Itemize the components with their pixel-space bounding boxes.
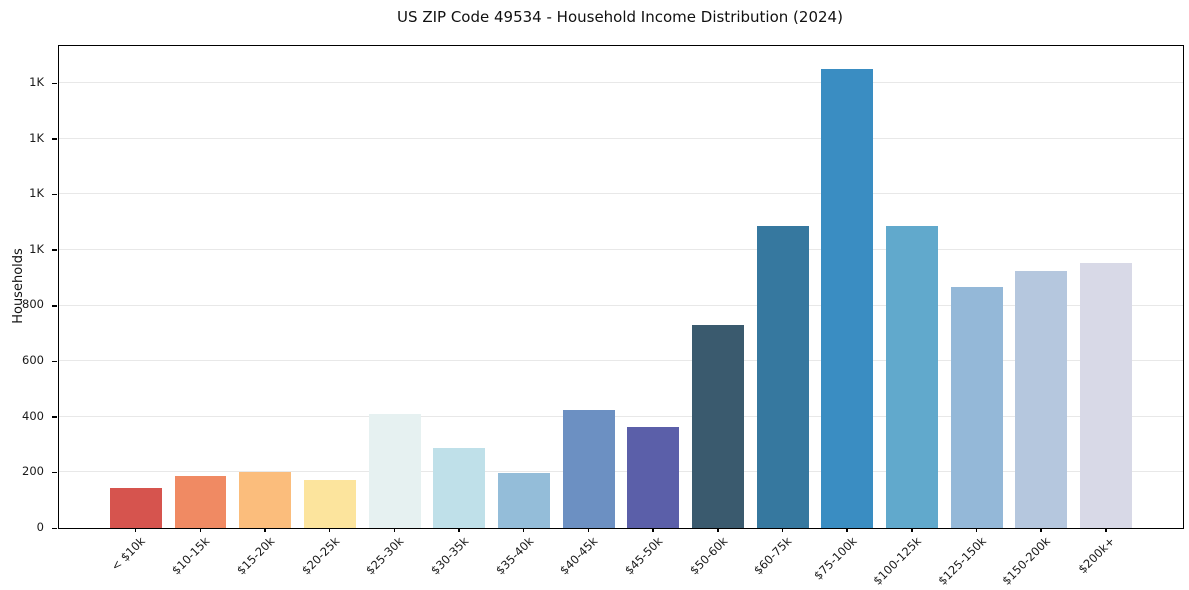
x-tick-mark: [587, 528, 590, 532]
x-tick-label: $35-40k: [492, 534, 536, 578]
y-tick-mark: [52, 360, 57, 363]
y-tick-label: 200: [22, 464, 44, 479]
y-tick-label: 800: [22, 297, 44, 312]
y-tick-mark: [52, 416, 57, 418]
bar: [562, 410, 615, 528]
y-tick-mark: [52, 193, 57, 196]
x-tick-mark: [199, 528, 202, 532]
x-tick-mark: [458, 528, 460, 532]
x-tick-mark: [781, 528, 784, 532]
y-tick-label: 1K: [29, 186, 44, 201]
y-tick-label: 0: [36, 520, 44, 534]
bar: [627, 427, 680, 528]
x-tick-label: $100-125k: [870, 534, 924, 588]
gridline: [59, 82, 1183, 83]
bar: [1080, 263, 1132, 528]
y-tick-label: 600: [22, 353, 44, 368]
x-tick-mark: [975, 528, 978, 532]
x-tick-mark: [717, 528, 719, 532]
gridline: [59, 193, 1183, 195]
bar: [239, 472, 292, 528]
y-tick-mark: [52, 82, 57, 84]
y-tick-mark: [52, 471, 57, 474]
bar: [368, 414, 421, 528]
x-tick-mark: [264, 528, 266, 532]
y-tick-mark: [52, 138, 57, 140]
chart-title: US ZIP Code 49534 - Household Income Dis…: [397, 8, 843, 26]
x-axis: < $10k $10-15k $15-20k $20-25k $25-30k $30-35…: [58, 527, 1182, 590]
y-tick-label: 1K: [29, 241, 44, 256]
y-tick-label: 1K: [29, 74, 44, 89]
x-tick-mark: [1105, 528, 1107, 532]
gridline: [59, 137, 1183, 139]
bar: [886, 226, 938, 528]
y-tick-mark: [52, 305, 57, 307]
bar: [498, 472, 550, 528]
bar: [821, 69, 874, 528]
bar: [304, 479, 356, 528]
y-tick-mark: [52, 249, 57, 251]
plot-area: [52, 45, 1184, 532]
x-tick-label: $200k+: [1075, 534, 1118, 577]
x-tick-label: $150-200k: [999, 534, 1054, 588]
bar: [950, 286, 1003, 528]
x-tick-mark: [652, 528, 654, 532]
gridline: [59, 304, 1183, 306]
y-axis: 0 200 400 600 800 1K 1K 1K 1K: [0, 45, 51, 534]
y-tick-mark: [52, 527, 57, 529]
x-tick-label: $45-50k: [621, 534, 666, 578]
y-tick-label: 1K: [29, 130, 44, 145]
x-tick-label: $20-25k: [298, 534, 342, 578]
bar: [692, 324, 744, 528]
x-tick-mark: [522, 528, 525, 532]
x-tick-label: $30-35k: [427, 534, 472, 578]
x-tick-label: $125-150k: [934, 534, 989, 588]
x-tick-mark: [328, 528, 331, 532]
bar: [1015, 271, 1068, 528]
x-tick-mark: [911, 528, 913, 532]
x-tick-label: $40-45k: [557, 534, 601, 578]
gridline: [59, 360, 1183, 362]
bar: [110, 487, 162, 528]
gridline: [59, 415, 1183, 417]
x-tick-label: $15-20k: [233, 534, 278, 578]
x-tick-mark: [134, 528, 137, 532]
x-tick-label: $50-60k: [686, 534, 730, 578]
x-tick-mark: [393, 528, 396, 532]
gridline: [59, 471, 1183, 473]
x-tick-label: $60-75k: [751, 534, 795, 578]
x-tick-mark: [846, 528, 848, 532]
x-tick-label: $10-15k: [169, 534, 213, 578]
bar: [174, 476, 227, 528]
x-tick-label: $75-100k: [810, 534, 860, 583]
bar: [756, 226, 809, 528]
x-tick-label: $25-30k: [363, 534, 407, 578]
x-tick-mark: [1040, 528, 1042, 532]
y-tick-label: 400: [22, 408, 44, 423]
gridline: [59, 248, 1183, 250]
bar: [433, 448, 486, 528]
x-tick-label: < $10k: [108, 534, 148, 574]
